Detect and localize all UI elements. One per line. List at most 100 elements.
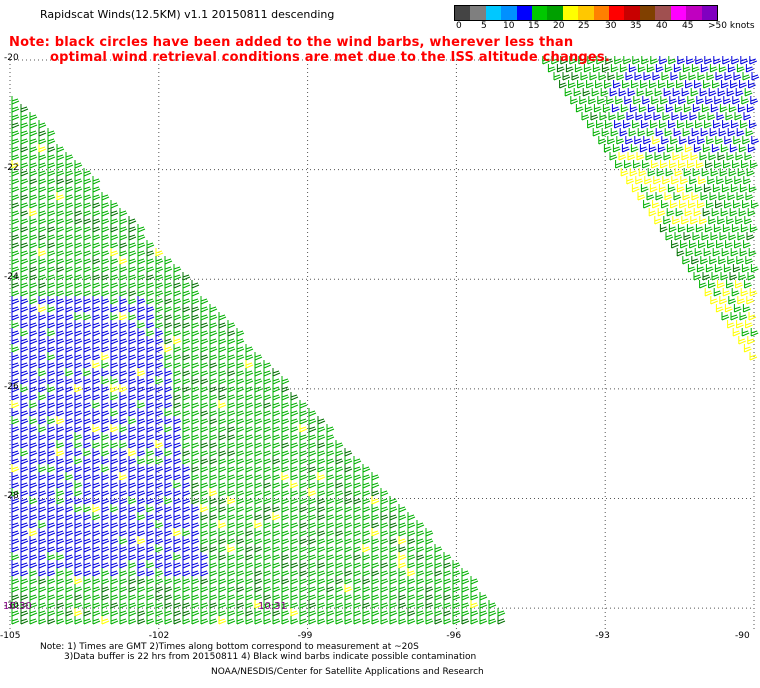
wind-barb [263,424,272,433]
wind-barb [128,336,137,345]
wind-barb [615,96,623,105]
wind-barb [272,528,281,537]
wind-barb [461,568,470,577]
wind-barb [38,352,47,361]
wind-barb [690,88,699,97]
wind-barb [652,72,661,81]
wind-barb [173,464,182,473]
wind-barb [173,448,182,457]
wind-barb [65,504,74,513]
wind-barb [290,520,299,529]
wind-barb [29,144,38,153]
wind-barb [83,616,92,625]
wind-barb [74,496,83,505]
wind-barb [164,496,173,505]
wind-barb [29,152,38,161]
wind-barb [11,512,20,521]
wind-barb [65,168,74,177]
wind-barb [128,616,137,625]
wind-barb [725,112,734,121]
wind-barb [236,520,245,529]
wind-barb [461,584,470,593]
wind-barb [47,408,56,417]
wind-barb [371,488,380,497]
wind-barb [137,304,146,313]
wind-barb [47,384,56,393]
wind-barb [689,176,697,185]
wind-barb [344,592,353,601]
wind-barb [353,488,362,497]
wind-barb [29,200,38,209]
wind-barb [56,280,65,289]
wind-barb [677,120,685,129]
wind-barb [461,592,470,601]
wind-barb [290,392,299,401]
wind-barb [389,528,398,537]
wind-barb [416,616,425,625]
wind-barb [110,256,119,265]
wind-barb [191,408,200,417]
wind-barb [155,416,164,425]
wind-barb [38,160,47,169]
wind-barb [272,448,281,457]
wind-barb [371,600,380,609]
wind-barb [38,520,47,529]
wind-barb [101,496,110,505]
wind-barb [83,592,92,601]
wind-barb [290,496,299,505]
wind-barb [715,200,723,209]
wind-barb [11,520,20,529]
wind-barb [635,112,644,121]
wind-barb [254,416,263,425]
wind-barb [281,472,290,481]
wind-barb [101,248,110,257]
wind-barb [601,128,610,137]
wind-barb [173,600,182,609]
wind-barb [47,272,56,281]
wind-barb [38,584,47,593]
wind-barb [707,112,716,121]
wind-barb [389,560,398,569]
wind-barb [56,144,65,153]
wind-barb [29,360,38,369]
wind-barb [92,256,101,265]
wind-barb [38,568,47,577]
wind-barb [164,312,173,321]
wind-barb [389,536,398,545]
wind-barb [65,160,74,169]
wind-barb [718,64,727,73]
wind-barb [290,512,299,521]
wind-barb [371,520,380,529]
wind-barb [701,168,710,177]
wind-barb [362,504,371,513]
wind-barb [164,384,173,393]
wind-barb [47,568,56,577]
wind-barb [272,384,281,393]
wind-barb [191,552,200,561]
wind-barb [317,608,326,617]
wind-barb [714,160,722,169]
wind-barb [200,400,209,409]
wind-barb [209,456,218,465]
wind-barb [56,560,65,569]
wind-barb [119,376,128,385]
wind-barb [11,264,20,273]
wind-barb [583,64,592,73]
wind-barb [137,504,146,513]
wind-barb [254,552,263,561]
wind-barb [443,568,452,577]
wind-barb [577,80,585,89]
wind-barb [748,312,757,321]
wind-barb [443,608,452,617]
wind-barb [308,432,317,441]
wind-barb [173,432,182,441]
wind-barb [29,552,38,561]
wind-barb [317,560,326,569]
wind-barb [128,288,137,297]
wind-barb [164,576,173,585]
wind-barb [299,480,308,489]
wind-barb [146,384,155,393]
wind-barb [647,104,656,113]
wind-barb [56,344,65,353]
wind-barb [200,488,209,497]
